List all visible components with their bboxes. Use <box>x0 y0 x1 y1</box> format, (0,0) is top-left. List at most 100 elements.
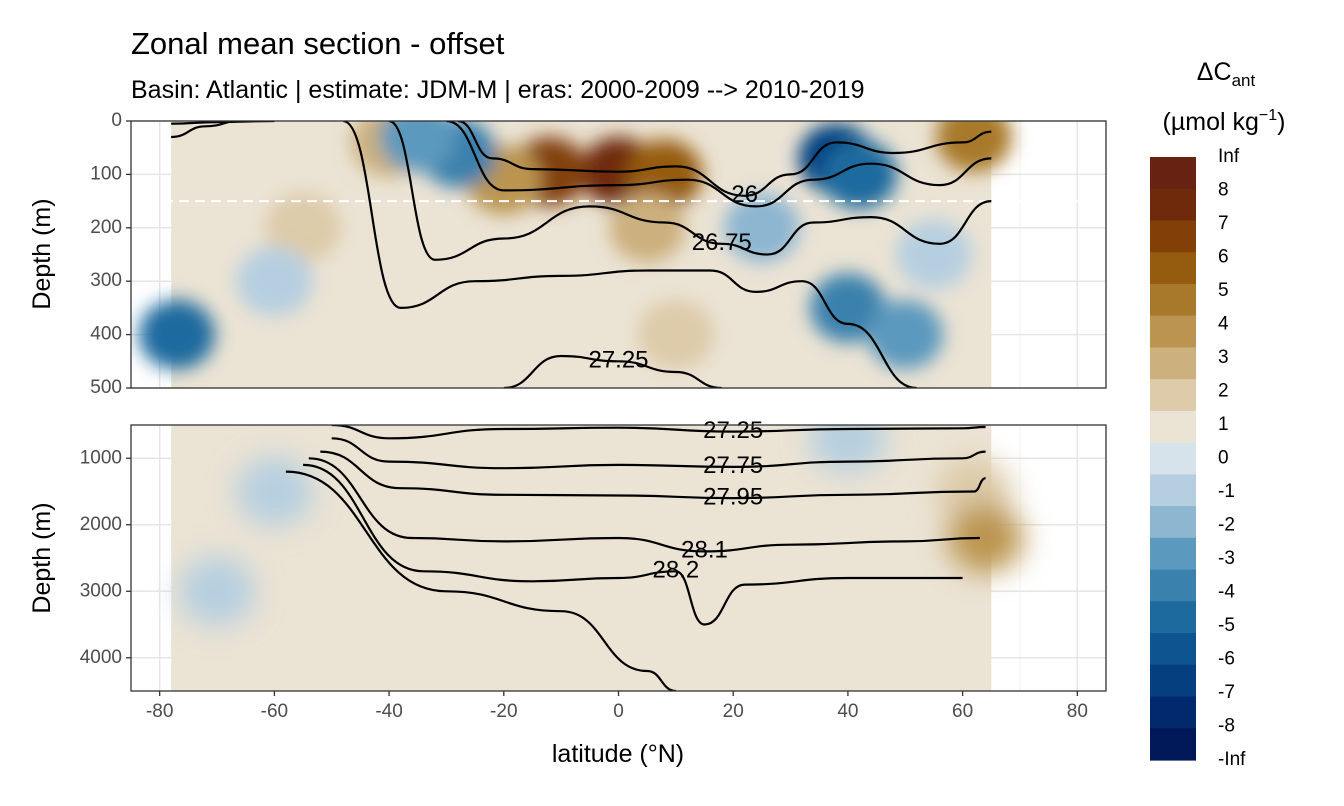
anomaly-blob <box>179 556 256 626</box>
isopycnal-contour <box>285 470 677 691</box>
anomaly-blob <box>867 299 944 370</box>
legend-swatch <box>1150 728 1196 761</box>
legend-unit: (µmol kg−1) <box>1163 107 1286 136</box>
legend-labels: Inf 8 7 6 5 4 3 2 1 0 -1 -2 -3 -4 -5 -6 -7 -8 -Inf <box>1218 146 1246 770</box>
legend-label: 1 <box>1218 414 1229 435</box>
legend-swatch <box>1150 569 1196 602</box>
contour-label: 26.75 <box>692 229 752 256</box>
legend-label: -2 <box>1218 515 1235 536</box>
legend-swatch <box>1150 442 1196 475</box>
anomaly-blob <box>138 299 215 370</box>
legend-swatch <box>1150 157 1196 190</box>
legend-title-main: ΔC <box>1197 58 1232 86</box>
legend-swatch <box>1150 506 1196 539</box>
legend-label: -4 <box>1218 582 1235 603</box>
x-axis-title: latitude (°N) <box>552 740 684 768</box>
legend-swatch <box>1150 220 1196 253</box>
legend-label: -3 <box>1218 548 1235 569</box>
x-axis-ticks: -80 -60 -40 -20 0 20 40 60 80 <box>146 691 1088 722</box>
facet-bottom-y-ticks: 1000 2000 3000 4000 <box>80 447 131 668</box>
anomaly-blob <box>626 139 703 210</box>
legend-swatch <box>1150 283 1196 317</box>
isopycnal-contour <box>331 425 986 440</box>
facet-bottom-panel: 27.25 27.75 27.95 28.128.2 1000 2000 3000 4000… <box>28 417 1107 692</box>
isopycnal-contour <box>388 121 992 261</box>
legend-swatch <box>1150 664 1196 698</box>
anomaly-blob <box>821 139 898 210</box>
y-tick-label: 100 <box>90 163 122 184</box>
y-tick-label: 400 <box>90 324 122 345</box>
legend-label: -7 <box>1218 682 1235 703</box>
chart-title: Zonal mean section - offset <box>131 26 505 61</box>
anomaly-blob <box>236 456 313 527</box>
legend-label: 5 <box>1218 280 1229 301</box>
legend-swatch <box>1150 252 1196 285</box>
legend-label: -Inf <box>1218 749 1246 770</box>
facet-bottom-y-axis-title: Depth (m) <box>28 502 56 613</box>
contour-label: 27.25 <box>703 417 763 444</box>
colorbar-legend: ΔCant (µmol kg−1) Inf 8 7 6 5 4 3 2 1 0 -1 -2 -3 -4 -5… <box>1150 58 1285 770</box>
facet-top-y-ticks: 0 100 200 300 400 500 <box>90 110 131 398</box>
x-tick-label: -40 <box>375 701 402 722</box>
legend-label: 7 <box>1218 213 1229 234</box>
anomaly-blob <box>637 425 714 487</box>
legend-label: 6 <box>1218 247 1229 268</box>
x-tick-label: 60 <box>952 701 973 722</box>
facet-top-contours <box>171 121 992 388</box>
anomaly-blob <box>723 193 800 263</box>
x-tick-label: -60 <box>261 701 288 722</box>
contour-label: 27.75 <box>703 452 763 479</box>
isopycnal-contour <box>303 463 963 626</box>
legend-swatch <box>1150 696 1196 729</box>
x-tick-label: 20 <box>723 701 744 722</box>
legend-label: 3 <box>1218 347 1229 368</box>
y-tick-label: 300 <box>90 270 122 291</box>
facet-bottom-anomaly-fills <box>179 425 1024 626</box>
legend-label: -1 <box>1218 481 1235 502</box>
legend-unit-main: (µmol kg <box>1163 108 1259 136</box>
legend-label: -8 <box>1218 716 1235 737</box>
legend-label: 8 <box>1218 180 1229 201</box>
isopycnal-contour <box>342 121 917 388</box>
legend-label: 4 <box>1218 314 1229 335</box>
facet-top-y-axis-title: Depth (m) <box>28 198 56 309</box>
legend-swatch <box>1150 188 1196 222</box>
legend-unit-superscript: −1 <box>1259 107 1277 124</box>
anomaly-blob <box>947 503 1024 573</box>
legend-color-swatches <box>1150 157 1196 761</box>
contour-label: 28.1 <box>681 537 728 564</box>
legend-swatch <box>1150 315 1196 349</box>
y-tick-label: 2000 <box>80 514 122 535</box>
legend-unit-close: ) <box>1277 108 1285 136</box>
isopycnal-contour <box>320 450 986 500</box>
legend-title-subscript: ant <box>1232 71 1256 90</box>
isopycnal-contour <box>503 354 722 388</box>
y-tick-label: 0 <box>111 110 122 131</box>
contour-label: 28.2 <box>652 557 699 584</box>
facet-bottom-contour-labels: 27.25 27.75 27.95 28.128.2 <box>652 417 763 584</box>
legend-swatch <box>1150 347 1196 380</box>
isopycnal-contour <box>171 121 241 139</box>
anomaly-blob <box>236 246 313 316</box>
x-tick-label: 0 <box>613 701 624 722</box>
x-tick-label: -20 <box>490 701 517 722</box>
legend-title: ΔCant <box>1197 58 1256 90</box>
anomaly-blob <box>936 121 1013 172</box>
facet-top-panel: 26 26.75 27.25 0 100 200 300 400 500 Depth (m) <box>28 110 1107 398</box>
legend-swatch <box>1150 601 1196 634</box>
isopycnal-contour <box>457 121 992 197</box>
legend-swatch <box>1150 537 1196 571</box>
x-tick-label: -80 <box>146 701 173 722</box>
legend-label: 2 <box>1218 381 1229 402</box>
x-tick-label: 40 <box>837 701 858 722</box>
anomaly-blob <box>379 121 456 172</box>
contour-label: 26 <box>731 181 758 208</box>
contour-label: 27.25 <box>588 347 648 374</box>
isopycnal-contour <box>446 121 992 208</box>
anomaly-blob <box>523 463 600 533</box>
chart-subtitle: Basin: Atlantic | estimate: JDM-M | eras… <box>131 76 864 104</box>
y-tick-label: 3000 <box>80 580 122 601</box>
legend-swatch <box>1150 379 1196 412</box>
isopycnal-contour <box>331 437 986 470</box>
